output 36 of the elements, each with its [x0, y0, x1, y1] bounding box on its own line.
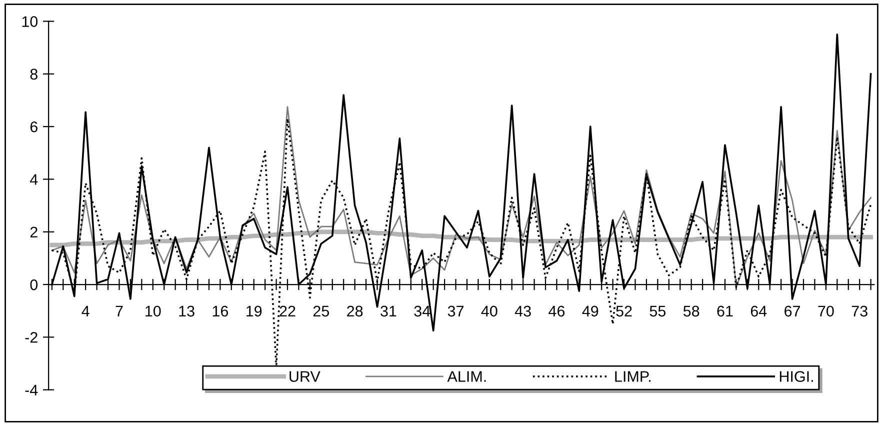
x-tick-label: 73 — [852, 306, 868, 317]
legend-label: URV — [290, 371, 320, 382]
x-tick-label: 31 — [380, 306, 396, 317]
legend-label: LIMP. — [615, 371, 650, 382]
y-tick-label: -4 — [25, 384, 38, 396]
x-tick-label: 25 — [313, 306, 330, 317]
y-tick-label: -2 — [25, 332, 38, 343]
x-tick-label: 4 — [82, 306, 90, 316]
line-series — [51, 106, 872, 288]
y-tick-label: 2 — [30, 226, 38, 238]
y-tick-label: 4 — [30, 174, 38, 185]
x-tick-label: 43 — [514, 306, 531, 317]
x-tick-label: 61 — [717, 306, 733, 317]
legend-label: HIGI. — [780, 371, 813, 382]
x-tick-label: 49 — [582, 306, 598, 317]
x-tick-label: 46 — [548, 306, 565, 317]
x-tick-label: 19 — [246, 306, 262, 317]
x-tick-label: 7 — [116, 306, 123, 316]
x-tick-label: 16 — [212, 306, 228, 317]
x-tick-label: 37 — [448, 306, 464, 317]
x-tick-label: 64 — [750, 306, 767, 317]
x-tick-label: 22 — [280, 306, 296, 316]
y-tick-label: 10 — [22, 16, 38, 27]
x-tick-label: 55 — [650, 306, 666, 317]
x-tick-label: 40 — [481, 306, 498, 317]
x-tick-label: 13 — [179, 306, 194, 317]
x-tick-label: 52 — [616, 306, 632, 317]
x-tick-label: 67 — [784, 306, 800, 317]
x-tick-label: 28 — [347, 306, 363, 317]
legend-label: ALIM. — [447, 371, 486, 382]
x-tick-label: 70 — [818, 306, 834, 317]
y-tick-label: 6 — [30, 121, 38, 132]
x-tick-label: 10 — [146, 306, 161, 317]
x-tick-label: 58 — [683, 306, 700, 317]
y-tick-label: 0 — [30, 279, 38, 290]
y-tick-label: 8 — [30, 68, 38, 80]
